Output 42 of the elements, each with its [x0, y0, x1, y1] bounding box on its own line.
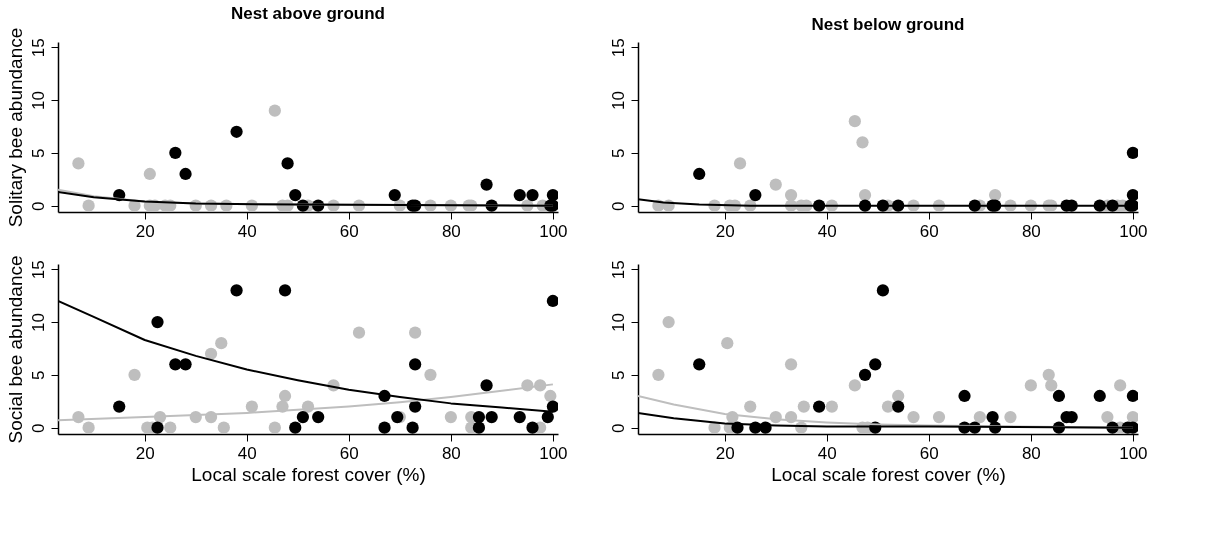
x-tick-label: 60: [339, 443, 359, 463]
x-tick-label: 100: [539, 443, 568, 463]
x-tick-label: 80: [441, 443, 461, 463]
x-axis-title: Local scale forest cover (%): [191, 463, 426, 485]
x-tick-label: 100: [1119, 443, 1148, 463]
x-tick-label: 60: [919, 221, 939, 241]
x-tick-label: 100: [539, 221, 568, 241]
y-tick-label: 5: [28, 370, 48, 381]
x-tick-label: 80: [441, 221, 461, 241]
x-tick-label: 100: [1119, 221, 1148, 241]
y-axis-title: Solitary bee abundance: [4, 27, 26, 228]
y-tick-label: 15: [608, 38, 628, 58]
x-tick-label: 20: [135, 221, 155, 241]
x-axis-title: Local scale forest cover (%): [771, 463, 1006, 485]
x-tick-label: 20: [715, 221, 735, 241]
x-tick-label: 60: [339, 221, 359, 241]
y-tick-label: 15: [28, 38, 48, 58]
y-tick-label: 5: [608, 370, 628, 381]
y-tick-label: 15: [28, 260, 48, 280]
chart-title: Nest above ground: [231, 4, 385, 24]
chart-title: Nest below ground: [811, 14, 965, 34]
x-tick-label: 20: [715, 443, 735, 463]
y-tick-label: 10: [28, 91, 48, 111]
y-axis-title: Social bee abundance: [4, 255, 26, 444]
x-tick-label: 40: [237, 443, 257, 463]
x-tick-label: 40: [237, 221, 257, 241]
x-tick-label: 40: [817, 221, 837, 241]
y-tick-label: 10: [608, 91, 628, 111]
x-tick-label: 80: [1021, 221, 1041, 241]
y-tick-label: 0: [28, 201, 48, 211]
y-tick-label: 10: [608, 313, 628, 333]
y-tick-label: 5: [28, 148, 48, 159]
x-tick-label: 20: [135, 443, 155, 463]
y-tick-label: 0: [608, 201, 628, 211]
x-tick-label: 60: [919, 443, 939, 463]
y-tick-label: 0: [28, 423, 48, 433]
x-tick-label: 40: [817, 443, 837, 463]
y-tick-label: 5: [608, 148, 628, 159]
y-tick-label: 15: [608, 260, 628, 280]
y-tick-label: 10: [28, 313, 48, 333]
y-tick-label: 0: [608, 423, 628, 433]
x-tick-label: 80: [1021, 443, 1041, 463]
